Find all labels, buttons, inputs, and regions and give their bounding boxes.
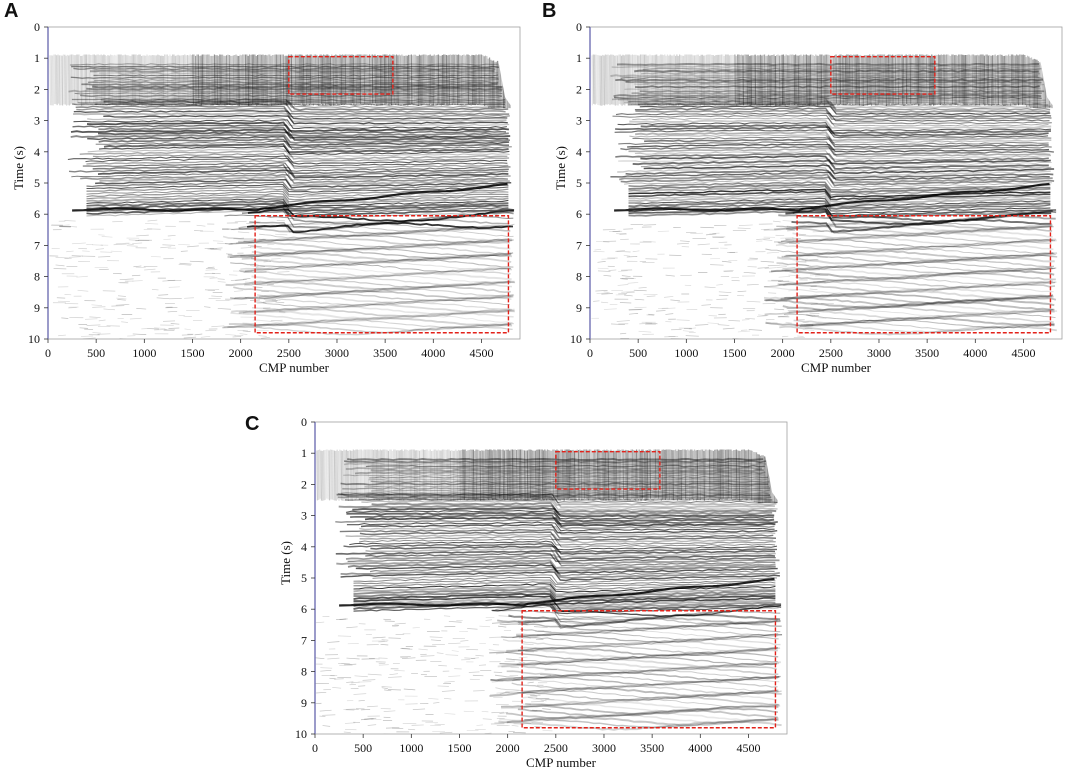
panel-letter: B <box>542 0 557 22</box>
y-tick-label: 4 <box>301 540 307 554</box>
y-tick-label: 1 <box>576 51 582 65</box>
y-tick-label: 10 <box>570 332 582 346</box>
y-tick-label: 9 <box>576 301 582 315</box>
x-axis-label: CMP number <box>801 360 872 375</box>
x-tick-label: 4500 <box>736 741 760 755</box>
x-tick-label: 2000 <box>771 346 795 360</box>
x-tick-label: 4500 <box>469 346 493 360</box>
y-tick-label: 8 <box>576 270 582 284</box>
y-tick-label: 10 <box>28 332 40 346</box>
y-tick-label: 8 <box>301 665 307 679</box>
y-tick-label: 0 <box>301 415 307 429</box>
x-tick-label: 1000 <box>399 741 423 755</box>
y-tick-label: 6 <box>34 207 40 221</box>
x-tick-label: 4500 <box>1011 346 1035 360</box>
panel-b: B 0 1 2 3 4 5 6 7 8 9 10 0 500 1000 1500 2000 2500 3000 35… <box>536 0 1072 385</box>
highlight-box <box>555 450 661 490</box>
x-tick-label: 2000 <box>496 741 520 755</box>
y-tick-label: 0 <box>576 20 582 34</box>
x-tick-label: 0 <box>312 741 318 755</box>
y-tick-label: 3 <box>576 114 582 128</box>
x-tick-label: 1000 <box>132 346 156 360</box>
x-tick-label: 3000 <box>592 741 616 755</box>
x-tick-label: 1000 <box>674 346 698 360</box>
x-tick-label: 2500 <box>819 346 843 360</box>
y-tick-label: 3 <box>301 509 307 523</box>
x-tick-label: 3000 <box>867 346 891 360</box>
x-tick-label: 3500 <box>915 346 939 360</box>
x-tick-label: 0 <box>45 346 51 360</box>
x-tick-label: 3500 <box>373 346 397 360</box>
seismic-section-plot: 0 1 2 3 4 5 6 7 8 9 10 0 500 1000 1500 2000 2500 3000 3500… <box>553 20 1063 375</box>
seismic-section-plot: 0 1 2 3 4 5 6 7 8 9 10 0 500 1000 1500 2000 2500 3000 3500… <box>11 20 521 375</box>
x-tick-label: 4000 <box>963 346 987 360</box>
y-tick-label: 4 <box>34 145 40 159</box>
seismic-image <box>315 422 787 734</box>
x-tick-label: 3000 <box>325 346 349 360</box>
x-tick-label: 1500 <box>180 346 204 360</box>
panel-c: C 0 1 2 3 4 5 6 7 8 9 10 0 500 1000 1500 2000 2500 3000 35… <box>240 392 800 771</box>
x-tick-label: 500 <box>87 346 105 360</box>
y-tick-label: 6 <box>576 207 582 221</box>
highlight-box <box>521 610 777 729</box>
seismic-image <box>48 27 520 339</box>
y-tick-label: 7 <box>34 238 40 252</box>
x-tick-label: 0 <box>587 346 593 360</box>
highlight-box <box>796 215 1052 334</box>
highlight-box <box>254 215 510 334</box>
panel-letter: A <box>4 0 19 22</box>
y-tick-label: 8 <box>34 270 40 284</box>
y-tick-label: 5 <box>301 571 307 585</box>
x-tick-label: 4000 <box>421 346 445 360</box>
x-tick-label: 3500 <box>640 741 664 755</box>
seismic-section-plot: 0 1 2 3 4 5 6 7 8 9 10 0 500 1000 1500 2000 2500 3000 3500… <box>278 415 788 770</box>
x-axis-label: CMP number <box>259 360 330 375</box>
x-tick-label: 2500 <box>277 346 301 360</box>
x-tick-label: 1500 <box>447 741 471 755</box>
y-tick-label: 7 <box>576 238 582 252</box>
x-tick-label: 500 <box>354 741 372 755</box>
panel-letter: C <box>245 413 260 435</box>
x-tick-label: 1500 <box>722 346 746 360</box>
highlight-box <box>830 55 936 95</box>
y-tick-label: 1 <box>301 446 307 460</box>
y-tick-label: 10 <box>295 727 307 741</box>
y-tick-label: 5 <box>34 176 40 190</box>
y-tick-label: 1 <box>34 51 40 65</box>
x-tick-label: 2500 <box>544 741 568 755</box>
x-tick-label: 2000 <box>229 346 253 360</box>
seismic-image <box>590 27 1062 339</box>
y-axis-label: Time (s) <box>11 146 26 190</box>
y-tick-label: 0 <box>34 20 40 34</box>
y-tick-label: 9 <box>34 301 40 315</box>
y-axis-label: Time (s) <box>553 146 568 190</box>
highlight-box <box>288 55 394 95</box>
x-tick-label: 500 <box>629 346 647 360</box>
y-tick-label: 4 <box>576 145 582 159</box>
x-tick-label: 4000 <box>688 741 712 755</box>
y-tick-label: 3 <box>34 114 40 128</box>
y-tick-label: 2 <box>576 82 582 96</box>
y-tick-label: 5 <box>576 176 582 190</box>
y-tick-label: 2 <box>301 477 307 491</box>
x-axis-label: CMP number <box>526 755 597 770</box>
y-axis-label: Time (s) <box>278 541 293 585</box>
y-tick-label: 9 <box>301 696 307 710</box>
y-tick-label: 7 <box>301 633 307 647</box>
panel-a: A 0 1 2 3 4 5 6 7 8 9 10 0 500 1000 1500 2000 2500 3000 35… <box>0 0 536 385</box>
y-tick-label: 6 <box>301 602 307 616</box>
y-tick-label: 2 <box>34 82 40 96</box>
